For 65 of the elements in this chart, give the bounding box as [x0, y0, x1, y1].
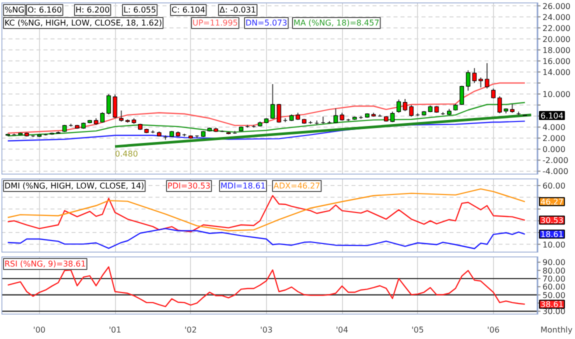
x-tick-label: '04 [336, 326, 348, 334]
series-label: ADX=46.27 [274, 182, 320, 190]
x-tick-label: '01 [108, 326, 122, 334]
y-tick-label: 2.000 [542, 134, 566, 144]
y-tick-label: 22.000 [542, 24, 570, 33]
line-series [7, 82, 526, 134]
x-tick-label: '00 [33, 326, 46, 334]
annotation: O: 6.160 [28, 6, 62, 14]
y-tick-label: 10.00 [542, 240, 566, 250]
x-tick-label: '02 [184, 326, 197, 334]
y-tick-label: 14.000 [542, 68, 570, 77]
chart-title: DMI (%NG, HIGH, LOW, CLOSE, 14) [4, 182, 144, 190]
y-tick-label: 90.00 [542, 258, 566, 268]
y-tick-label: 50.00 [542, 290, 566, 300]
x-tick-label: '06 [487, 326, 500, 334]
annotation: 18.61 [540, 230, 564, 240]
annotation: 30.53 [540, 216, 564, 226]
y-tick-label: 60.00 [542, 282, 566, 292]
annotation: Δ: -0.031 [220, 6, 256, 14]
y-tick-label: 60.00 [542, 182, 566, 191]
y-tick-label: 20.000 [542, 34, 570, 44]
x-axis-title: Monthly [540, 326, 573, 334]
line-series [7, 228, 526, 250]
y-tick-label: 70.00 [542, 274, 566, 284]
line-series [7, 266, 526, 308]
x-tick-label: '05 [412, 326, 424, 334]
text: MDI=18.61 [220, 182, 266, 190]
annotation: H: 6.200 [76, 6, 110, 14]
text: MA (%NG, 18)=8.457 [294, 18, 380, 28]
y-tick-label: 16.000 [542, 56, 570, 66]
y-tick-label: 26.000 [542, 2, 570, 11]
text: PDI=30.53 [168, 182, 210, 190]
candlestick [112, 94, 118, 119]
candlestick [497, 96, 502, 114]
candlestick [396, 99, 401, 114]
chart-title: %NG [4, 6, 24, 14]
line-series [7, 102, 526, 137]
y-tick-label: 80.00 [542, 266, 566, 276]
y-tick-label: 0.000 [542, 145, 566, 154]
y-tick-label: -2.000 [542, 156, 568, 166]
annotation: 46.27 [540, 198, 564, 207]
y-tick-label: 18.000 [542, 46, 570, 55]
candlestick [106, 94, 111, 115]
y-tick-label: 24.000 [542, 12, 570, 22]
y-tick-label: 4.000 [542, 123, 566, 132]
candlestick [484, 62, 490, 89]
annotation: 38.61 [540, 300, 564, 310]
annotation: L: 6.055 [124, 6, 156, 14]
y-tick-label: -4.000 [542, 167, 568, 176]
candlestick [460, 85, 464, 106]
text: KC (%NG, HIGH, LOW, CLOSE, 18, 1.62) [4, 18, 162, 28]
candlestick [334, 108, 338, 124]
candlestick [119, 110, 124, 122]
annotation: 0.480 [115, 149, 138, 158]
text: DN=5.073 [246, 18, 288, 28]
x-tick-label: '03 [260, 326, 273, 334]
line-series [7, 188, 526, 232]
annotation: 6.104 [540, 111, 564, 120]
annotation: C: 6.104 [172, 6, 206, 14]
candlestick [478, 76, 483, 88]
line-series [7, 195, 526, 232]
series-label: RSI (%NG, 9)=38.61 [4, 260, 86, 268]
y-tick-label: 10.000 [542, 90, 570, 100]
candlestick [491, 88, 496, 99]
text: UP=11.995 [192, 18, 238, 28]
